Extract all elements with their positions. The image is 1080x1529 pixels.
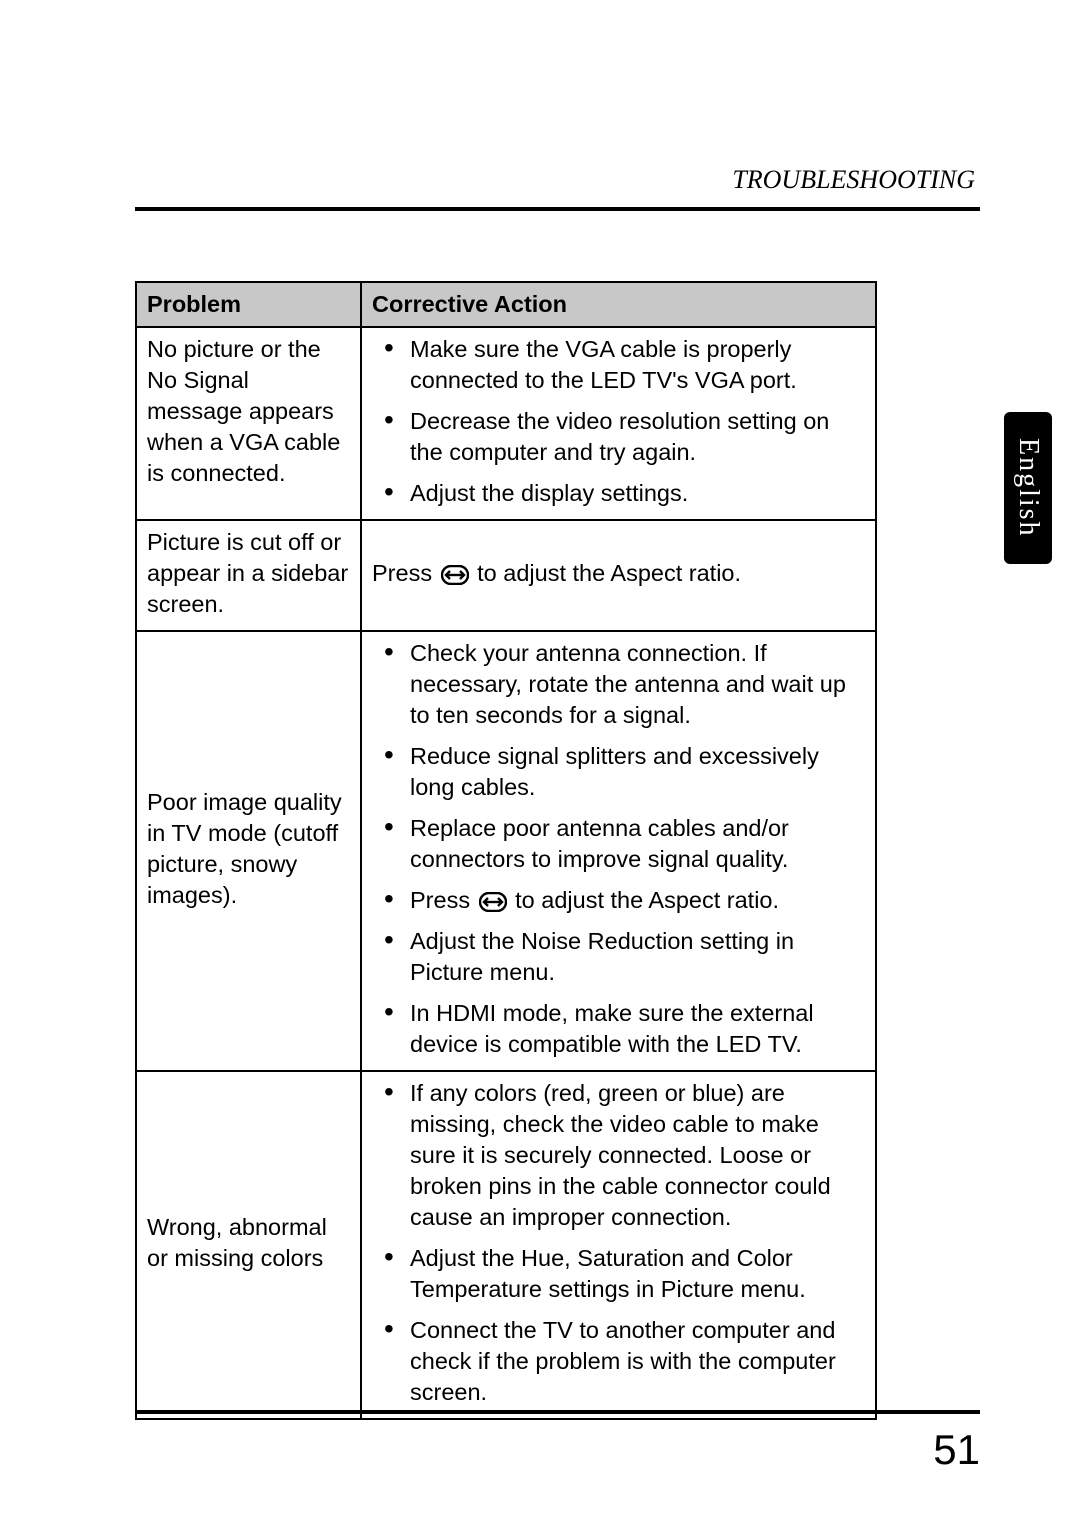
action-text-pre: Press — [372, 560, 439, 586]
page: TROUBLESHOOTING Problem Corrective Actio… — [0, 0, 1080, 1529]
action-item: Adjust the Noise Reduction setting in Pi… — [372, 926, 865, 988]
aspect-ratio-icon — [479, 892, 507, 912]
problem-cell: Poor image quality in TV mode (cutoff pi… — [136, 631, 361, 1071]
action-item: Press to adjust the Aspect ratio. — [372, 885, 865, 916]
problem-cell: Wrong, abnormal or missing colors — [136, 1071, 361, 1419]
language-tab: English — [1004, 412, 1052, 564]
action-text-pre: Press — [410, 887, 477, 913]
header-rule — [135, 207, 980, 211]
action-list: If any colors (red, green or blue) are m… — [372, 1078, 865, 1408]
action-cell: Make sure the VGA cable is properly conn… — [361, 327, 876, 520]
action-text-post: to adjust the Aspect ratio. — [509, 887, 779, 913]
col-header-action: Corrective Action — [361, 282, 876, 327]
action-item: Connect the TV to another computer and c… — [372, 1315, 865, 1408]
action-item: Decrease the video resolution setting on… — [372, 406, 865, 468]
page-number: 51 — [933, 1426, 980, 1474]
table-row: Poor image quality in TV mode (cutoff pi… — [136, 631, 876, 1071]
troubleshooting-table: Problem Corrective Action No picture or … — [135, 281, 877, 1420]
problem-cell: Picture is cut off or appear in a sideba… — [136, 520, 361, 631]
action-cell: If any colors (red, green or blue) are m… — [361, 1071, 876, 1419]
action-text-post: to adjust the Aspect ratio. — [471, 560, 741, 586]
problem-cell: No picture or the No Signal message appe… — [136, 327, 361, 520]
action-item: Check your antenna connection. If necess… — [372, 638, 865, 731]
action-list: Check your antenna connection. If necess… — [372, 638, 865, 1060]
action-item: Make sure the VGA cable is properly conn… — [372, 334, 865, 396]
action-item: If any colors (red, green or blue) are m… — [372, 1078, 865, 1233]
action-item: In HDMI mode, make sure the external dev… — [372, 998, 865, 1060]
action-item: Adjust the Hue, Saturation and Color Tem… — [372, 1243, 865, 1305]
action-cell: Check your antenna connection. If necess… — [361, 631, 876, 1071]
action-list: Make sure the VGA cable is properly conn… — [372, 334, 865, 509]
col-header-problem: Problem — [136, 282, 361, 327]
action-item: Replace poor antenna cables and/or conne… — [372, 813, 865, 875]
section-title: TROUBLESHOOTING — [135, 165, 980, 195]
table-row: No picture or the No Signal message appe… — [136, 327, 876, 520]
table-header-row: Problem Corrective Action — [136, 282, 876, 327]
table-row: Picture is cut off or appear in a sideba… — [136, 520, 876, 631]
action-cell: Press to adjust the Aspect ratio. — [361, 520, 876, 631]
aspect-ratio-icon — [441, 565, 469, 585]
action-item: Reduce signal splitters and excessively … — [372, 741, 865, 803]
language-tab-label: English — [1012, 438, 1044, 538]
action-item: Adjust the display settings. — [372, 478, 865, 509]
footer-rule — [135, 1410, 980, 1414]
table-row: Wrong, abnormal or missing colors If any… — [136, 1071, 876, 1419]
